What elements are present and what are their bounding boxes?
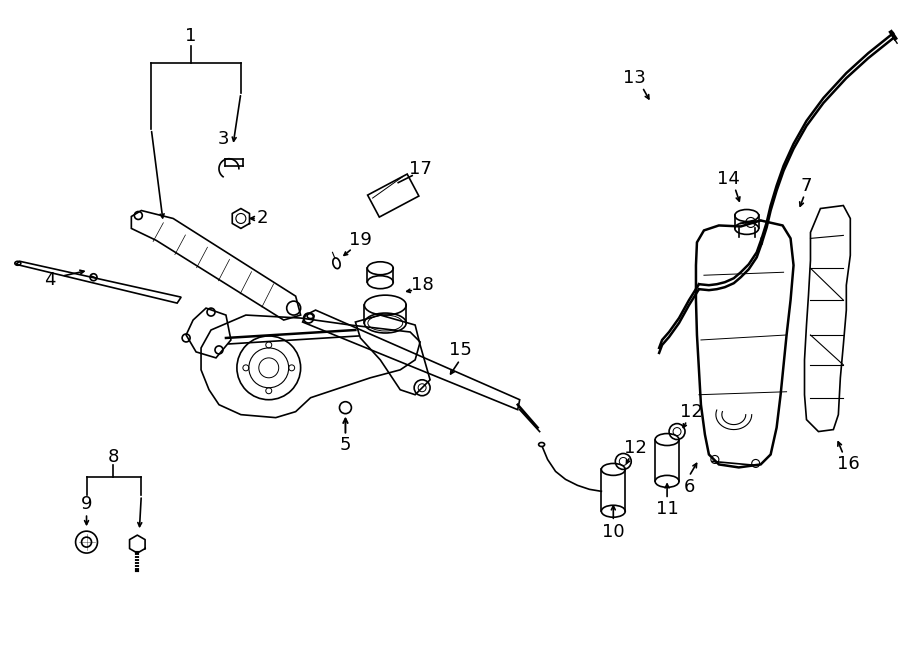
- Text: 18: 18: [410, 276, 434, 294]
- Text: 3: 3: [217, 130, 229, 148]
- Text: 7: 7: [801, 176, 812, 194]
- Text: 9: 9: [81, 495, 93, 514]
- Text: 19: 19: [349, 231, 372, 249]
- Text: 6: 6: [683, 479, 695, 496]
- Text: 17: 17: [409, 160, 432, 178]
- Text: 5: 5: [339, 436, 351, 453]
- Text: 15: 15: [448, 341, 472, 359]
- Text: 14: 14: [717, 170, 741, 188]
- Text: 1: 1: [185, 27, 197, 45]
- Text: 13: 13: [623, 69, 645, 87]
- Text: 12: 12: [624, 438, 647, 457]
- Text: 2: 2: [257, 210, 268, 227]
- Text: 10: 10: [602, 523, 625, 541]
- Text: 16: 16: [837, 455, 859, 473]
- Text: 11: 11: [656, 500, 679, 518]
- Text: 12: 12: [680, 403, 702, 420]
- Text: 8: 8: [108, 448, 119, 467]
- Text: 4: 4: [44, 271, 56, 290]
